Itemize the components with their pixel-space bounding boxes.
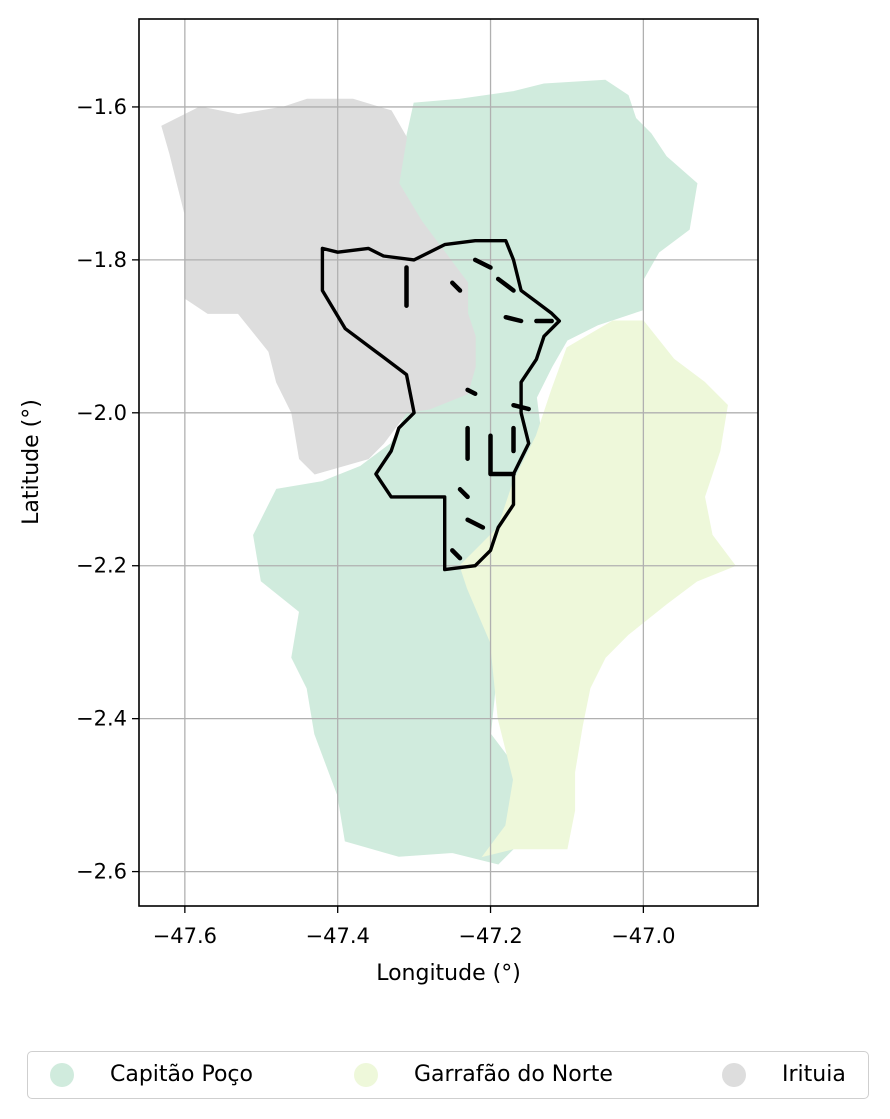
boundary-fragment [488, 433, 516, 477]
boundary-fragment [450, 548, 463, 561]
x-tick-label: −47.4 [306, 924, 370, 948]
boundary-fragment [511, 402, 531, 412]
x-tick-label: −47.2 [458, 924, 522, 948]
y-tick-label: −2.4 [76, 707, 127, 731]
x-axis-ticks: −47.6 −47.4 −47.2 −47.0 [153, 906, 676, 948]
boundary-fragment [465, 517, 486, 530]
y-tick-label: −2.6 [76, 860, 127, 884]
legend-label: Capitão Poço [110, 1062, 253, 1087]
region-layer [161, 79, 736, 865]
boundary-fragment [457, 487, 470, 500]
legend-item: Irituia [722, 1062, 846, 1087]
legend-marker [50, 1062, 74, 1087]
legend-marker [722, 1062, 746, 1087]
plot-area [138, 18, 759, 907]
legend-item: Capitão Poço [50, 1062, 253, 1087]
y-tick-label: −1.6 [76, 95, 127, 119]
y-tick-label: −2.2 [76, 554, 127, 578]
y-axis-label: Latitude (°) [19, 399, 44, 525]
y-tick-label: −2.0 [76, 401, 127, 425]
boundary-fragment [450, 280, 463, 293]
boundary-fragment [503, 314, 524, 324]
boundary-layer [320, 239, 561, 572]
legend-label: Garrafão do Norte [414, 1062, 613, 1087]
legend-item: Garrafão do Norte [354, 1062, 613, 1087]
y-tick-label: −1.8 [76, 248, 127, 272]
legend-marker [354, 1062, 378, 1087]
boundary-fragment [495, 276, 516, 293]
legend-label: Irituia [782, 1062, 846, 1087]
boundary-fragment [472, 257, 493, 270]
grid-lines [139, 19, 758, 906]
axes-frame [138, 18, 759, 907]
x-tick-label: −47.0 [611, 924, 675, 948]
y-axis-ticks: −1.6 −1.8 −2.0 −2.2 −2.4 −2.6 [76, 95, 139, 884]
x-tick-label: −47.6 [153, 924, 217, 948]
legend: Capitão Poço Garrafão do Norte Irituia [27, 1051, 869, 1099]
boundary-fragment [465, 387, 478, 396]
region-irituia-0 [161, 98, 476, 475]
x-axis-label: Longitude (°) [376, 961, 521, 986]
